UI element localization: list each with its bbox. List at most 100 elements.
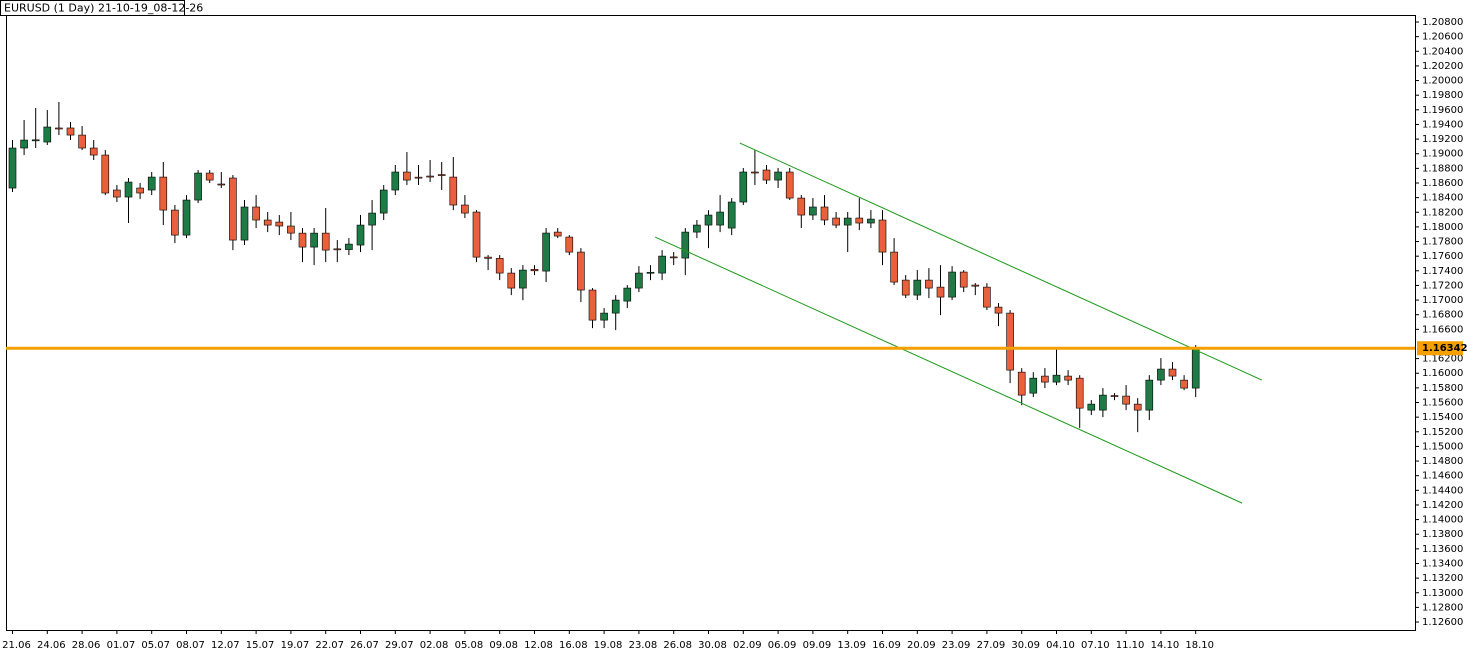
trend-line	[739, 142, 1263, 381]
candle-body	[1075, 377, 1084, 409]
y-tick-label: 1.15600	[1422, 398, 1463, 409]
candle-body	[623, 287, 632, 302]
y-tick-label: 1.13400	[1422, 558, 1463, 569]
candle-body	[530, 269, 539, 272]
x-tick-label: 12.07	[211, 640, 240, 651]
candle-body	[321, 232, 330, 251]
candle-body	[310, 232, 318, 248]
x-tick-label: 21.06	[2, 640, 31, 651]
candle-body	[449, 176, 458, 206]
trend-line	[654, 236, 1243, 504]
x-tick-label: 30.08	[698, 640, 727, 651]
candle-body	[113, 189, 121, 198]
candle-body	[1052, 374, 1061, 383]
candle-body	[484, 256, 492, 259]
candle-body	[403, 171, 411, 181]
candle-body	[55, 127, 63, 130]
candle-body	[1180, 379, 1188, 389]
candle-body	[182, 199, 191, 236]
candle-body	[669, 256, 678, 259]
candle-body	[263, 219, 272, 226]
candle-body	[1029, 377, 1038, 394]
candle-body	[1145, 379, 1154, 411]
candle-body	[461, 204, 469, 214]
candle-body	[797, 197, 806, 216]
y-tick-label: 1.20800	[1422, 17, 1463, 28]
y-tick-label: 1.13000	[1422, 588, 1463, 599]
x-tick-label: 16.08	[559, 640, 588, 651]
y-tick-label: 1.16600	[1422, 324, 1463, 335]
candle-body	[739, 171, 748, 203]
candle-body	[878, 219, 887, 253]
candle-body	[147, 176, 156, 191]
y-tick-label: 1.19800	[1422, 90, 1463, 101]
y-tick-label: 1.18600	[1422, 178, 1463, 189]
x-tick-label: 20.09	[907, 640, 936, 651]
x-tick-label: 06.09	[768, 640, 797, 651]
candle-body	[20, 139, 28, 149]
y-tick-label: 1.16000	[1422, 368, 1463, 379]
price-label: 1.16342	[1422, 343, 1468, 354]
y-tick-label: 1.18800	[1422, 163, 1463, 174]
candle-body	[959, 271, 968, 288]
candle-body	[472, 211, 481, 258]
candle-body	[600, 312, 608, 321]
x-tick-label: 14.10	[1151, 640, 1180, 651]
x-tick-label: 26.08	[663, 640, 692, 651]
y-tick-label: 1.13800	[1422, 529, 1463, 540]
candle-body	[124, 181, 133, 198]
x-tick-label: 11.10	[1116, 640, 1145, 651]
candle-body	[890, 251, 898, 283]
y-tick-label: 1.16800	[1422, 310, 1463, 321]
x-tick-label: 16.09	[872, 640, 901, 651]
y-tick-label: 1.12800	[1422, 602, 1463, 613]
candle-body	[681, 231, 690, 259]
candle-body	[356, 224, 365, 246]
candle-body	[8, 147, 17, 189]
candle-body	[635, 272, 643, 289]
candle-body	[298, 232, 307, 248]
candle-body	[658, 255, 666, 274]
y-tick-label: 1.15400	[1422, 412, 1463, 423]
candle-body	[194, 172, 202, 201]
candle-body	[333, 248, 342, 251]
y-tick-label: 1.13600	[1422, 544, 1463, 555]
y-tick-label: 1.14000	[1422, 515, 1463, 526]
x-tick-label: 09.08	[489, 640, 518, 651]
candle-body	[495, 258, 504, 274]
candle-body	[565, 236, 574, 253]
x-tick-label: 04.10	[1046, 640, 1075, 651]
candle-body	[426, 175, 434, 178]
candle-body	[1168, 368, 1177, 377]
chart-title: EURUSD (1 Day) 21-10-19_08-12-26	[4, 2, 203, 15]
y-tick-label: 1.20400	[1422, 46, 1463, 57]
candle-body	[379, 189, 388, 214]
y-tick-label: 1.18200	[1422, 207, 1463, 218]
plot-frame	[6, 15, 1416, 631]
y-tick-label: 1.14200	[1422, 500, 1463, 511]
x-tick-label: 19.08	[594, 640, 623, 651]
candle-body	[925, 279, 933, 289]
candle-body	[89, 147, 98, 156]
x-tick-label: 15.07	[246, 640, 275, 651]
candle-body	[252, 206, 260, 221]
candle-body	[855, 217, 864, 224]
y-tick-label: 1.16200	[1422, 354, 1463, 365]
x-tick-label: 05.07	[141, 640, 170, 651]
candle-body	[437, 174, 446, 176]
candle-body	[542, 232, 550, 272]
candle-body	[994, 306, 1003, 314]
candle-body	[205, 172, 214, 181]
x-tick-label: 26.07	[350, 640, 379, 651]
x-tick-label: 13.09	[837, 640, 866, 651]
y-tick-label: 1.19400	[1422, 119, 1463, 130]
candle-body	[646, 271, 655, 274]
x-tick-label: 18.10	[1185, 640, 1214, 651]
candle-body	[843, 217, 852, 226]
candle-body	[391, 171, 400, 191]
candle-body	[1064, 375, 1072, 381]
x-tick-label: 07.10	[1081, 640, 1110, 651]
candle-body	[751, 171, 759, 174]
